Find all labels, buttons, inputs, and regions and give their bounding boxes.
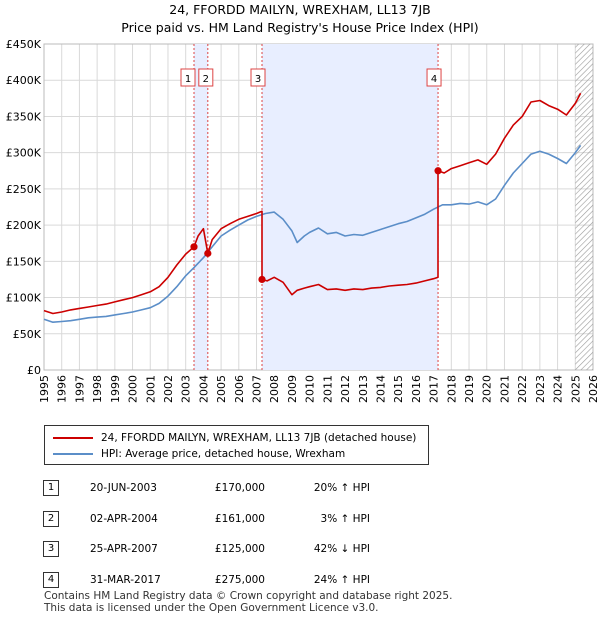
y-tick-label: £300K bbox=[6, 147, 42, 160]
y-tick-label: £100K bbox=[6, 292, 42, 305]
sale-label-box bbox=[250, 68, 266, 87]
x-tick-label: 2006 bbox=[233, 375, 246, 403]
x-tick-label: 2003 bbox=[180, 375, 193, 403]
x-tick-label: 2010 bbox=[304, 375, 317, 403]
x-tick-label: 2019 bbox=[463, 375, 476, 403]
row-price: £170,000 bbox=[214, 482, 265, 495]
x-tick-label: 2005 bbox=[215, 375, 228, 403]
row-number-badge: 4 bbox=[43, 571, 59, 588]
row-date: 02-APR-2004 bbox=[90, 512, 158, 525]
x-tick-label: 1998 bbox=[91, 375, 104, 403]
legend-item-property: 24, FFORDD MAILYN, WREXHAM, LL13 7JB (de… bbox=[53, 432, 416, 444]
shaded-range bbox=[262, 44, 439, 370]
sale-point bbox=[190, 243, 198, 251]
row-date: 25-APR-2007 bbox=[90, 543, 158, 556]
legend-swatch-hpi bbox=[53, 453, 93, 455]
price-chart: 1 2 3 4 £0 £50K £100K £150K £200K £250K £300K £350… bbox=[6, 38, 600, 403]
footer-line-1: Contains HM Land Registry data © Crown c… bbox=[44, 590, 453, 602]
x-tick-label: 2001 bbox=[144, 375, 157, 403]
series-line-hpi bbox=[43, 144, 582, 323]
x-tick-label: 2002 bbox=[162, 375, 175, 403]
sale-number-labels: 1 2 3 4 bbox=[180, 68, 442, 87]
legend-label-hpi: HPI: Average price, detached house, Wrex… bbox=[101, 448, 346, 460]
sale-points bbox=[190, 167, 442, 284]
series-lines bbox=[43, 92, 582, 323]
chart-title-line-2: Price paid vs. HM Land Registry's House … bbox=[121, 20, 479, 35]
y-tick-label: £250K bbox=[6, 183, 42, 196]
x-tick-label: 2022 bbox=[516, 375, 529, 403]
legend-label-property: 24, FFORDD MAILYN, WREXHAM, LL13 7JB (de… bbox=[101, 432, 417, 444]
row-hpi-change: 3% ↑ HPI bbox=[320, 512, 370, 525]
x-tick-label: 2008 bbox=[268, 375, 281, 403]
row-price: £275,000 bbox=[214, 573, 265, 586]
footer: Contains HM Land Registry data © Crown c… bbox=[44, 590, 452, 614]
x-tick-label: 2007 bbox=[251, 375, 264, 403]
sale-point bbox=[204, 249, 212, 257]
row-number-badge: 1 bbox=[43, 480, 59, 497]
x-tick-label: 2014 bbox=[374, 375, 387, 403]
row-date: 31-MAR-2017 bbox=[90, 573, 161, 586]
x-tick-label: 2004 bbox=[197, 375, 210, 403]
sale-label-box bbox=[180, 68, 196, 87]
x-tick-label: 2000 bbox=[127, 375, 140, 403]
x-tick-label: 1999 bbox=[109, 375, 122, 403]
y-tick-label: £450K bbox=[6, 38, 42, 51]
legend-item-hpi: HPI: Average price, detached house, Wrex… bbox=[53, 448, 345, 460]
shaded-ranges bbox=[194, 44, 593, 370]
x-tick-label: 2026 bbox=[587, 375, 600, 403]
row-number-badge: 3 bbox=[43, 541, 59, 558]
x-tick-label: 2023 bbox=[534, 375, 547, 403]
series-line-property bbox=[43, 92, 582, 315]
row-hpi-change: 24% ↑ HPI bbox=[313, 573, 370, 586]
x-tick-label: 2016 bbox=[410, 375, 423, 403]
sale-label-text: 2 bbox=[203, 74, 209, 85]
x-tick-label: 2018 bbox=[445, 375, 458, 403]
x-tick-label: 2011 bbox=[321, 375, 334, 403]
sale-label-box bbox=[198, 68, 214, 87]
sale-point bbox=[258, 275, 266, 284]
row-number-badge: 2 bbox=[43, 510, 59, 527]
row-price: £125,000 bbox=[214, 543, 265, 556]
shaded-range bbox=[194, 44, 208, 370]
legend: 24, FFORDD MAILYN, WREXHAM, LL13 7JB (de… bbox=[44, 425, 429, 465]
x-tick-label: 1996 bbox=[56, 375, 69, 403]
sale-label-text: 1 bbox=[185, 74, 191, 85]
y-tick-label: £0 bbox=[27, 364, 41, 377]
x-tick-label: 1997 bbox=[73, 375, 86, 403]
sale-point bbox=[434, 167, 442, 175]
x-tick-label: 2012 bbox=[339, 375, 352, 403]
sale-label-text: 4 bbox=[431, 74, 437, 85]
y-tick-label: £200K bbox=[6, 219, 42, 232]
legend-swatch-property bbox=[53, 437, 93, 439]
x-tick-label: 2021 bbox=[498, 375, 511, 403]
table-row: 3 25-APR-2007 £125,000 42% ↓ HPI bbox=[38, 534, 370, 565]
future-hatch bbox=[575, 44, 593, 370]
y-tick-label: £150K bbox=[6, 255, 42, 268]
x-tick-label: 2017 bbox=[428, 375, 441, 403]
chart-title: 24, FFORDD MAILYN, WREXHAM, LL13 7JB Pri… bbox=[0, 1, 600, 37]
footer-line-2: This data is licensed under the Open Gov… bbox=[44, 602, 379, 614]
y-tick-label: £50K bbox=[13, 328, 42, 341]
x-tick-label: 2013 bbox=[357, 375, 370, 403]
table-row: 4 31-MAR-2017 £275,000 24% ↑ HPI bbox=[38, 565, 370, 596]
row-hpi-change: 20% ↑ HPI bbox=[313, 482, 370, 495]
x-tick-label: 2025 bbox=[569, 375, 582, 403]
axis-labels: £0 £50K £100K £150K £200K £250K £300K £350K £400… bbox=[6, 38, 600, 403]
y-tick-label: £350K bbox=[6, 110, 42, 123]
x-tick-label: 2009 bbox=[286, 375, 299, 403]
sale-label-box bbox=[426, 68, 442, 87]
transactions-table: 1 20-JUN-2003 £170,000 20% ↑ HPI 2 02-AP… bbox=[38, 473, 370, 595]
x-tick-label: 1995 bbox=[38, 375, 51, 403]
y-tick-label: £400K bbox=[6, 74, 42, 87]
x-tick-label: 2020 bbox=[481, 375, 494, 403]
table-row: 1 20-JUN-2003 £170,000 20% ↑ HPI bbox=[38, 473, 370, 504]
row-price: £161,000 bbox=[214, 512, 265, 525]
row-date: 20-JUN-2003 bbox=[90, 482, 157, 495]
table-row: 2 02-APR-2004 £161,000 3% ↑ HPI bbox=[38, 504, 370, 535]
sale-label-text: 3 bbox=[255, 74, 261, 85]
row-hpi-change: 42% ↓ HPI bbox=[313, 543, 370, 556]
x-tick-label: 2024 bbox=[552, 375, 565, 403]
chart-title-line-1: 24, FFORDD MAILYN, WREXHAM, LL13 7JB bbox=[169, 2, 431, 17]
x-tick-label: 2015 bbox=[392, 375, 405, 403]
